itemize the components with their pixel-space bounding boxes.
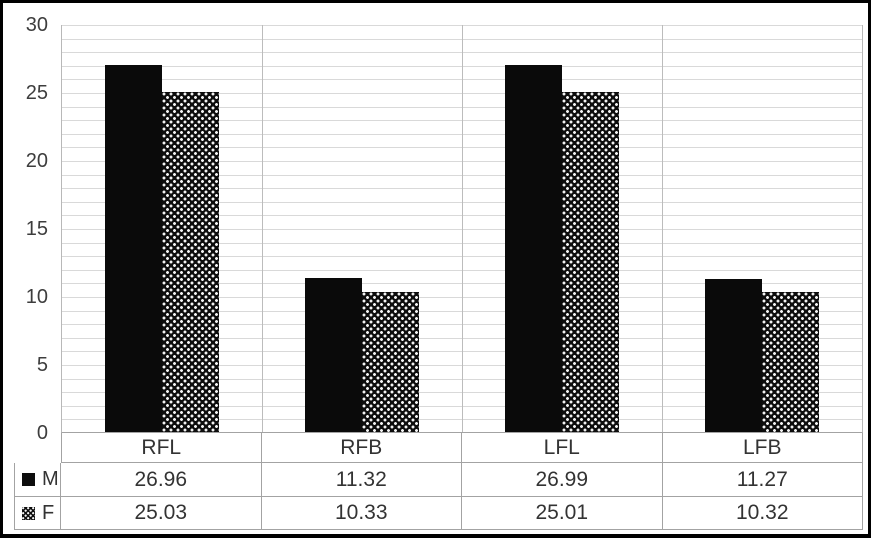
value-m-lfl: 26.99	[462, 463, 663, 497]
bar-f-rfl	[162, 91, 219, 432]
y-tick-label: 5	[36, 354, 48, 376]
category-label-rfb: RFB	[261, 433, 462, 463]
legend-key-m: M	[14, 463, 61, 497]
category-separator	[662, 25, 663, 432]
y-tick-label: 20	[25, 150, 48, 172]
bar-m-lfl	[505, 64, 562, 432]
series-f-label: F	[42, 501, 55, 524]
table-corner-cell	[14, 433, 61, 463]
value-m-lfb: 11.27	[662, 463, 863, 497]
bar-m-rfl	[105, 65, 162, 432]
series-f-swatch-icon	[22, 506, 35, 520]
legend-key-f: F	[14, 497, 61, 530]
value-f-rfl: 25.03	[61, 497, 262, 530]
value-m-rfb: 11.32	[261, 463, 462, 497]
value-f-lfl: 25.01	[462, 497, 663, 530]
y-tick-label: 15	[25, 218, 48, 240]
bar-m-lfb	[705, 278, 762, 432]
value-f-rfb: 10.33	[261, 497, 462, 530]
bar-f-lfb	[762, 291, 819, 432]
series-m-swatch-icon	[22, 473, 35, 486]
y-tick-label: 10	[25, 286, 48, 308]
bar-f-lfl	[562, 91, 619, 432]
category-label-rfl: RFL	[61, 433, 262, 463]
category-label-lfl: LFL	[462, 433, 663, 463]
y-tick-label: 25	[25, 82, 48, 104]
category-label-lfb: LFB	[662, 433, 863, 463]
value-f-lfb: 10.32	[662, 497, 863, 530]
y-tick-label: 30	[25, 14, 48, 36]
plot-area	[61, 25, 863, 433]
data-table: RFL RFB LFL LFB M 26.96 11.32 26.99 11.2…	[14, 433, 863, 530]
bar-m-rfb	[305, 278, 362, 432]
y-tick-label: 0	[36, 422, 48, 444]
value-m-rfl: 26.96	[61, 463, 262, 497]
category-separator	[462, 25, 463, 432]
category-separator	[262, 25, 263, 432]
bar-f-rfb	[362, 291, 419, 432]
series-m-label: M	[42, 468, 59, 490]
